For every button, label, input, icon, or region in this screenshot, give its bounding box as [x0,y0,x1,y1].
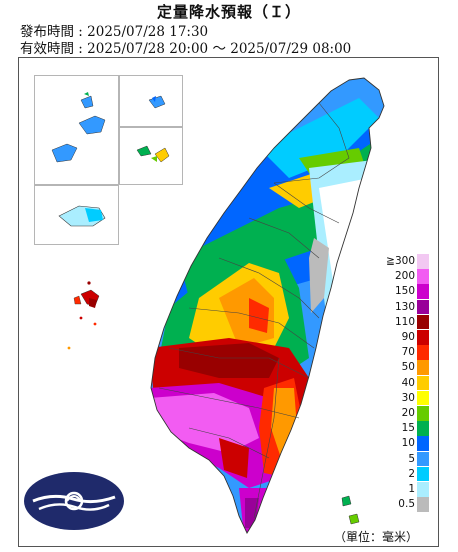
legend-row: 20 [386,406,432,421]
legend-swatch [417,254,429,269]
legend-swatch [417,375,429,391]
legend-row: 1 [386,482,432,497]
legend-label: 130 [394,300,415,313]
legend-row: 15 [386,421,432,436]
legend-row: ≧300 [386,254,432,269]
legend-swatch [417,451,429,467]
legend-swatch [417,345,429,360]
rainfall-map [51,77,385,534]
legend-row: 150 [386,284,432,299]
legend-swatch [417,314,429,330]
legend-swatch [417,284,429,299]
legend-row: 130 [386,299,432,315]
legend-row: 70 [386,345,432,360]
legend-label: 2 [408,467,415,480]
taiwan-island [151,78,384,533]
legend-swatch [417,360,429,375]
legend-row: 200 [386,269,432,284]
legend-label: 15 [401,422,415,435]
legend-row: 40 [386,375,432,391]
valid-time-start: 2025/07/28 20:00 [87,41,209,57]
issue-time-value: 2025/07/28 17:30 [87,24,209,40]
legend-swatch [417,497,429,512]
legend-swatch [417,436,429,451]
issue-time-label: 發布時間 : [20,24,83,40]
valid-time-separator: ～ [212,41,226,57]
legend-row: 10 [386,436,432,451]
orchid-island [348,513,360,525]
legend-swatch [417,299,429,315]
legend-label: 70 [401,346,415,359]
map-title: 定量降水預報（Ｉ） [156,3,301,21]
legend-row: 50 [386,360,432,375]
legend-label: 90 [401,331,415,343]
legend-row: 110 [386,314,432,330]
valid-time-line: 有效時間 : 2025/07/28 20:00 ～ 2025/07/29 08:… [20,37,351,57]
cwa-logo-emblem [24,472,124,530]
legend-swatch [417,466,429,482]
pratas-island [58,205,106,227]
matsu-islands [51,92,106,163]
legend-label: 50 [401,361,415,374]
legend-row: 2 [386,466,432,482]
issue-time-line: 發布時間 : 2025/07/28 17:30 [20,20,208,40]
legend-swatch [417,269,429,284]
county-boundaries [158,102,350,519]
legend-swatch [417,482,429,497]
valid-time-end: 2025/07/29 08:00 [230,41,352,57]
green-island [341,495,352,507]
legend-label: 20 [401,407,415,419]
legend-label: 1 [408,483,415,495]
map-frame [18,57,439,547]
legend-label: 200 [394,270,415,283]
legend-label: 150 [394,285,415,298]
legend-swatch [417,406,429,421]
legend-swatch [417,421,429,436]
legend-row: 90 [386,330,432,345]
legend-label: ≧300 [386,255,415,267]
legend-label: 0.5 [398,498,415,511]
legend-row: 5 [386,451,432,467]
legend-row: 0.5 [386,497,432,512]
rainfall-legend: ≧300 200 150 130 110 90 70 50 40 30 20 15 10 5 2 1 0.5 [386,254,432,522]
legend-swatch [417,330,429,345]
unit-note: （單位：毫米） [334,530,419,544]
legend-swatch [417,390,429,406]
kinmen-islands [136,145,170,163]
cwa-logo [23,471,125,531]
legend-label: 10 [401,437,415,450]
penghu-islands [67,281,100,350]
legend-label: 5 [408,452,415,465]
inset-kinmen [119,127,183,185]
legend-label: 110 [394,315,415,328]
wuqiu-islands [148,95,166,109]
inset-matsu [34,75,119,185]
legend-row: 30 [386,390,432,406]
valid-time-label: 有效時間 : [20,41,83,57]
taiwan-outline [150,77,385,534]
legend-label: 40 [401,376,415,389]
legend-label: 30 [401,391,415,404]
